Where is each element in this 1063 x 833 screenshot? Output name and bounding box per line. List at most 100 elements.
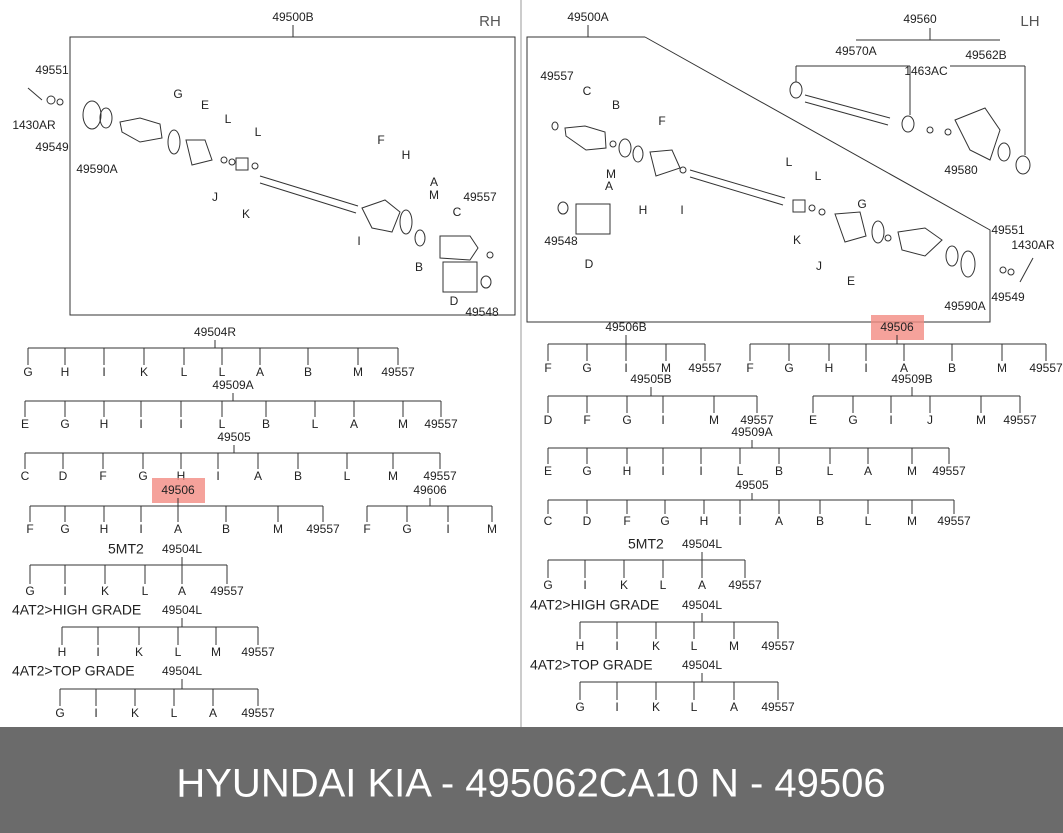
- tree-child: A: [698, 578, 706, 592]
- part-label: 49557: [540, 69, 574, 83]
- tree-child: M: [729, 639, 739, 653]
- tree-child: I: [94, 706, 97, 720]
- tree-child: I: [661, 464, 664, 478]
- part-label: D: [450, 294, 459, 308]
- lh-drawing: [551, 28, 1034, 283]
- tree-child: G: [60, 522, 69, 536]
- tree-child: G: [660, 514, 669, 528]
- part-label: F: [658, 114, 665, 128]
- tree-note: 4AT2>HIGH GRADE: [530, 597, 659, 613]
- tree-child: G: [23, 365, 32, 379]
- tree-child: K: [652, 700, 660, 714]
- tree-child: F: [583, 413, 590, 427]
- lh-title: 49500A: [567, 10, 608, 24]
- tree-child: B: [948, 361, 956, 375]
- tree-child: G: [543, 578, 552, 592]
- tree-root: 49504R: [194, 325, 236, 339]
- tree-child: I: [179, 417, 182, 431]
- tree-child: L: [181, 365, 188, 379]
- part-label: 49551: [991, 223, 1025, 237]
- lh-side: LH: [1020, 13, 1039, 30]
- part-label: I: [680, 203, 683, 217]
- tree-child: L: [142, 584, 149, 598]
- tree-child: I: [661, 413, 664, 427]
- tree-root: 49505: [735, 478, 769, 492]
- tree-child: M: [388, 469, 398, 483]
- tree-note: 4AT2>TOP GRADE: [530, 657, 653, 673]
- tree-child: M: [661, 361, 671, 375]
- tree-child: B: [262, 417, 270, 431]
- tree-child: I: [889, 413, 892, 427]
- tree-child: G: [25, 584, 34, 598]
- part-label: 1463AC: [904, 64, 948, 78]
- tree-child: H: [825, 361, 834, 375]
- part-label: 49580: [944, 163, 978, 177]
- tree-child: F: [623, 514, 630, 528]
- part-label: M: [606, 167, 616, 181]
- tree-child: C: [544, 514, 553, 528]
- tree-root: 49504L: [162, 542, 202, 556]
- part-label: K: [242, 207, 250, 221]
- tree-child: L: [312, 417, 319, 431]
- tree-child: G: [784, 361, 793, 375]
- tree-child: M: [907, 514, 917, 528]
- tree-child: 49557: [761, 700, 795, 714]
- part-label: G: [173, 87, 182, 101]
- tree-root: 49509A: [212, 378, 253, 392]
- part-label: 49549: [35, 140, 69, 154]
- tree-child: L: [344, 469, 351, 483]
- tree-child: L: [660, 578, 667, 592]
- part-label: C: [453, 205, 462, 219]
- part-label: 49551: [35, 63, 69, 77]
- tree-child: F: [26, 522, 33, 536]
- tree-child: A: [350, 417, 358, 431]
- trees: 49504R G H I K L L A B M 49557 49509A E G H I I L B L A M 4955…: [12, 315, 1063, 720]
- tree-child: A: [775, 514, 783, 528]
- part-label: A: [430, 175, 438, 189]
- tree-child: F: [746, 361, 753, 375]
- tree-child: 49557: [306, 522, 340, 536]
- part-label: H: [402, 148, 411, 162]
- tree-child: M: [211, 645, 221, 659]
- tree-child: G: [848, 413, 857, 427]
- tree-child: I: [446, 522, 449, 536]
- part-label: E: [847, 274, 855, 288]
- tree-child: H: [700, 514, 709, 528]
- tree-child: A: [256, 365, 264, 379]
- tree-child: I: [699, 464, 702, 478]
- footer-bar: [0, 727, 1063, 833]
- rh-drawing: [27, 87, 494, 293]
- part-label: 49548: [465, 305, 499, 319]
- tree-child: 49557: [761, 639, 795, 653]
- tree-child: 49557: [740, 413, 774, 427]
- tree-child: B: [222, 522, 230, 536]
- tree-child: E: [21, 417, 29, 431]
- rh-side: RH: [479, 13, 501, 30]
- tree-child: A: [730, 700, 738, 714]
- tree-child: D: [59, 469, 68, 483]
- tree-child: I: [864, 361, 867, 375]
- part-label: J: [212, 190, 218, 204]
- tree-child: A: [900, 361, 908, 375]
- tree-child: 49557: [937, 514, 971, 528]
- part-label: B: [612, 98, 620, 112]
- tree-child: F: [363, 522, 370, 536]
- tree-root: 49504L: [682, 598, 722, 612]
- part-label: 49557: [463, 190, 497, 204]
- tree-child: B: [816, 514, 824, 528]
- part-label: 1430AR: [12, 118, 56, 132]
- part-label: F: [377, 133, 384, 147]
- part-label: C: [583, 84, 592, 98]
- tree-child: H: [623, 464, 632, 478]
- tree-note: 4AT2>TOP GRADE: [12, 663, 135, 679]
- tree-root: 49504L: [682, 537, 722, 551]
- part-label: M: [429, 188, 439, 202]
- tree-child: M: [398, 417, 408, 431]
- tree-child: 49557: [1003, 413, 1037, 427]
- tree-child: E: [809, 413, 817, 427]
- tree-note: 5MT2: [108, 541, 144, 557]
- tree-child: L: [219, 365, 226, 379]
- part-label: J: [816, 259, 822, 273]
- tree-child: I: [615, 700, 618, 714]
